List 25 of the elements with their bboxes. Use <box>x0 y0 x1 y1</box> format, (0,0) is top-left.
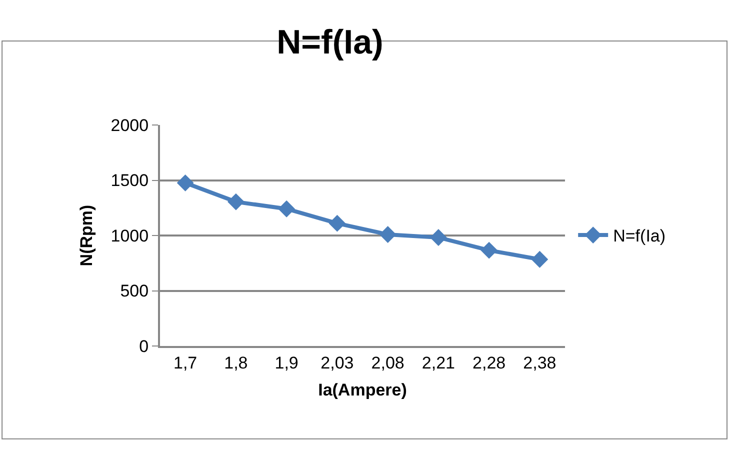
y-axis-title: N(Rpm) <box>76 204 96 266</box>
x-tick-label: 1,7 <box>173 353 198 372</box>
point <box>379 226 396 243</box>
x-tick-label: 2,03 <box>320 353 354 372</box>
x-tick-label: 2,08 <box>371 353 404 372</box>
legend-label: N=f(Ia) <box>613 226 666 246</box>
point <box>227 193 244 210</box>
point <box>531 250 548 268</box>
chart-title: N=f(Ia) <box>276 23 384 62</box>
x-tick-label: 2,38 <box>523 353 556 372</box>
x-tick-label: 1,9 <box>274 353 298 372</box>
point <box>480 242 498 259</box>
point <box>430 229 447 246</box>
y-tick-label: 2000 <box>110 116 149 135</box>
x-tick-label: 2,21 <box>422 353 455 372</box>
y-tick-label: 1500 <box>110 171 149 190</box>
y-tick-label: 1000 <box>110 226 149 246</box>
y-tick-label: 500 <box>120 282 149 301</box>
y-tick-label: 0 <box>139 336 149 356</box>
point <box>278 200 296 218</box>
x-tick-label: 1,8 <box>224 353 248 372</box>
x-tick-label: 2,28 <box>472 353 506 372</box>
x-axis-title: Ia(Ampere) <box>318 380 407 400</box>
point <box>176 174 194 192</box>
point <box>328 214 346 232</box>
